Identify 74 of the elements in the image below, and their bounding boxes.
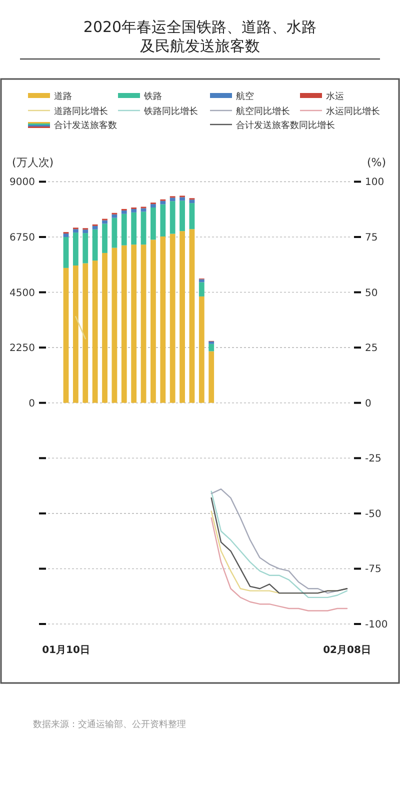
legend-label: 航空同比增长: [236, 106, 290, 117]
bar: [180, 197, 185, 201]
bar: [150, 204, 156, 208]
bar: [189, 200, 195, 204]
bar: [180, 200, 185, 232]
bar: [72, 229, 78, 233]
y2-tick-label: 0: [365, 398, 372, 410]
legend-label: 铁路: [143, 91, 162, 102]
legend-label: 道路同比增长: [54, 106, 108, 117]
y2-axis-title: (%): [366, 156, 386, 169]
y2-tick-label: 50: [365, 288, 378, 299]
bar: [208, 341, 214, 344]
bar: [112, 248, 118, 403]
y2-tick-label: 100: [365, 177, 384, 188]
y2-tick-label: -50: [365, 508, 382, 520]
legend-label: 合计发送旅客数同比增长: [236, 120, 335, 131]
bar: [170, 234, 176, 403]
bar: [72, 265, 78, 403]
bar: [140, 244, 146, 403]
bar: [92, 226, 98, 230]
bar: [82, 263, 88, 403]
y2-tick-label: 75: [365, 232, 378, 244]
legend-label: 航空: [236, 91, 254, 102]
bar: [72, 232, 78, 266]
bar: [160, 200, 166, 204]
bar: [131, 244, 137, 403]
bar: [160, 204, 166, 236]
x-tick-label: 01月10日: [42, 645, 90, 656]
x-tick-label: 02月08日: [323, 645, 371, 656]
bar: [121, 210, 127, 214]
bar: [150, 208, 156, 240]
bar: [140, 212, 146, 245]
bar: [198, 282, 204, 296]
bar: [170, 201, 176, 234]
y-tick-label: 4500: [10, 288, 35, 299]
bar: [92, 260, 98, 403]
bar: [131, 208, 137, 212]
bar: [180, 231, 185, 403]
bar: [63, 234, 69, 237]
legend-label: 水运同比增长: [326, 106, 380, 117]
y2-tick-label: -75: [365, 564, 382, 576]
bar: [208, 344, 214, 352]
bar: [63, 236, 69, 268]
bar: [82, 233, 88, 264]
bar: [92, 229, 98, 261]
bar: [160, 236, 166, 403]
bar: [63, 268, 69, 403]
bar: [150, 240, 156, 403]
title: 2020年春运全国铁路、道路、水路及民航发送旅客数: [83, 18, 317, 55]
y-tick-label: 9000: [10, 177, 35, 188]
bar: [140, 208, 146, 212]
bar: [112, 214, 118, 218]
y-tick-label: 0: [28, 398, 35, 410]
y2-tick-label: -100: [365, 620, 388, 630]
y2-tick-label: -25: [365, 454, 382, 465]
legend-label: 道路: [54, 91, 72, 102]
bar: [121, 214, 127, 246]
bar: [170, 198, 176, 202]
bar: [121, 245, 127, 403]
bar: [189, 203, 195, 230]
bar: [82, 230, 88, 234]
legend-label: 铁路同比增长: [143, 106, 198, 117]
bar: [102, 224, 108, 253]
legend-label: 水运: [326, 91, 344, 102]
bar: [112, 218, 118, 248]
y2-tick-label: 25: [365, 343, 378, 354]
y-tick-label: 6750: [10, 232, 35, 244]
y-axis-title: (万人次): [12, 156, 54, 169]
bar: [131, 212, 137, 245]
bar: [198, 296, 204, 403]
bar: [208, 351, 214, 403]
y-tick-label: 2250: [10, 343, 35, 354]
bar: [189, 229, 195, 403]
bar: [102, 252, 108, 403]
